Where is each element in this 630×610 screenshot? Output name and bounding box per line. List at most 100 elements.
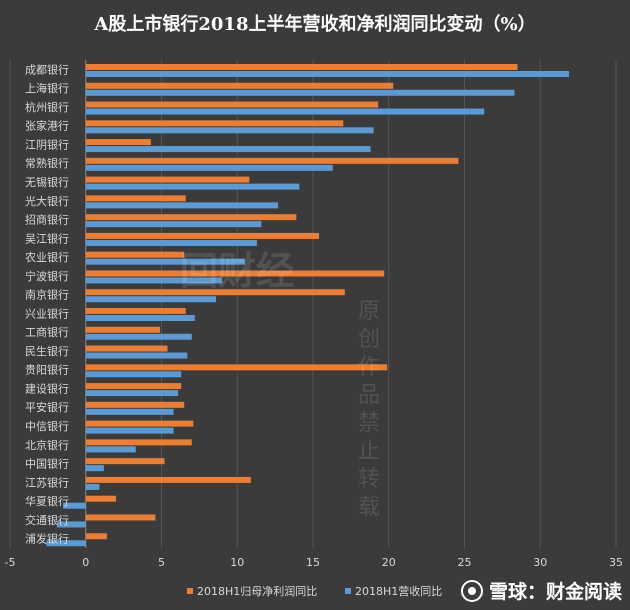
bar-revenue [46, 540, 86, 547]
bar-revenue [85, 483, 100, 490]
category-label: 中国银行 [25, 457, 69, 471]
bar-revenue [63, 502, 86, 509]
category-label: 北京银行 [25, 438, 69, 452]
category-label: 江苏银行 [25, 475, 69, 489]
bar-revenue [85, 408, 174, 415]
bar-net-profit [85, 533, 107, 540]
bar-net-profit [85, 101, 379, 108]
category-label: 杭州银行 [25, 100, 69, 114]
category-label: 浦发银行 [25, 532, 69, 546]
bar-revenue [85, 146, 371, 153]
watermark-logo-text: 回财经 [180, 249, 295, 293]
bar-revenue [85, 465, 104, 472]
bar-net-profit [85, 120, 344, 127]
legend-swatch [345, 588, 351, 594]
bar-revenue [85, 127, 374, 134]
bar-net-profit [85, 195, 186, 202]
category-label: 华夏银行 [25, 494, 69, 508]
bar-net-profit [85, 439, 192, 446]
x-tick-label: 30 [533, 556, 547, 569]
bar-revenue [85, 333, 192, 340]
bar-revenue [85, 71, 570, 77]
bar-net-profit [85, 157, 459, 164]
category-label: 成都银行 [25, 62, 69, 76]
category-label: 上海银行 [25, 81, 69, 95]
bar-revenue [85, 239, 257, 246]
bar-revenue [85, 446, 136, 453]
bar-net-profit [85, 289, 345, 296]
x-tick-label: 15 [306, 556, 320, 569]
bar-net-profit [85, 476, 251, 483]
bar-net-profit [85, 514, 156, 521]
bar-net-profit [85, 251, 185, 258]
brand-footer: 雪球：财金阅读 [460, 577, 622, 604]
bar-net-profit [85, 420, 194, 427]
watermark-line-2: 禁止转载 [358, 411, 381, 520]
category-label: 建设银行 [25, 381, 69, 395]
category-label: 交通银行 [25, 513, 69, 527]
bar-revenue [85, 221, 262, 228]
x-tick-label: 10 [230, 556, 244, 569]
bar-net-profit [85, 214, 297, 221]
watermark-line-1: 原创作品 [358, 299, 381, 408]
category-label: 张家港行 [25, 119, 69, 133]
x-tick-label: 35 [609, 556, 623, 569]
bar-net-profit [85, 364, 388, 371]
bar-net-profit [85, 64, 518, 70]
bar-revenue [56, 521, 86, 528]
legend-label: 2018H1归母净利润同比 [197, 584, 317, 598]
bar-revenue [85, 258, 245, 265]
category-label: 南京银行 [25, 288, 69, 302]
x-tick-label: 0 [82, 556, 89, 569]
legend-swatch [187, 588, 193, 594]
chart-title: A股上市银行2018上半年营收和净利润同比变动（%） [93, 13, 535, 35]
bar-revenue [85, 315, 195, 321]
category-label: 常熟银行 [25, 156, 69, 170]
bar-net-profit [85, 232, 320, 239]
category-label: 平安银行 [25, 400, 69, 414]
bar-net-profit [85, 383, 182, 390]
category-label: 中信银行 [25, 419, 69, 433]
x-tick-label: -5 [5, 556, 16, 569]
bar-net-profit [85, 308, 186, 314]
category-label: 吴江银行 [25, 231, 69, 245]
category-label: 兴业银行 [25, 306, 69, 320]
bar-revenue [85, 277, 223, 284]
bar-revenue [85, 89, 515, 96]
bar-net-profit [85, 82, 394, 89]
bar-net-profit [85, 139, 151, 146]
bar-revenue [85, 352, 188, 359]
legend-label: 2018H1营收同比 [355, 584, 442, 598]
bar-revenue [85, 164, 333, 171]
brand-text: 雪球：财金阅读 [488, 581, 622, 603]
category-label: 无锡银行 [25, 175, 69, 189]
x-tick-label: 25 [458, 556, 472, 569]
bar-net-profit [85, 401, 185, 408]
bar-net-profit [85, 345, 168, 352]
category-label: 光大银行 [25, 194, 69, 208]
bar-net-profit [85, 270, 385, 277]
category-label: 民生银行 [25, 344, 69, 358]
bar-revenue [85, 296, 217, 303]
bar-revenue [85, 390, 179, 397]
bar-revenue [85, 183, 300, 190]
category-label: 贵阳银行 [25, 363, 69, 377]
watermark: 回财经 原创作品 禁止转载 [180, 240, 380, 520]
category-label: 宁波银行 [25, 269, 69, 283]
bar-net-profit [85, 458, 165, 465]
category-label: 招商银行 [25, 213, 69, 227]
bar-revenue [85, 371, 182, 378]
bar-net-profit [85, 326, 160, 333]
category-label: 农业银行 [25, 250, 69, 264]
bar-net-profit [85, 495, 117, 502]
x-tick-label: 5 [158, 556, 165, 569]
bar-revenue [85, 427, 174, 434]
bar-net-profit [85, 176, 250, 183]
category-label: 工商银行 [25, 325, 69, 339]
snowball-logo-icon [460, 579, 483, 602]
category-label: 江阴银行 [25, 137, 69, 151]
x-tick-label: 20 [382, 556, 396, 569]
bar-revenue [85, 202, 279, 209]
bar-revenue [85, 108, 485, 115]
